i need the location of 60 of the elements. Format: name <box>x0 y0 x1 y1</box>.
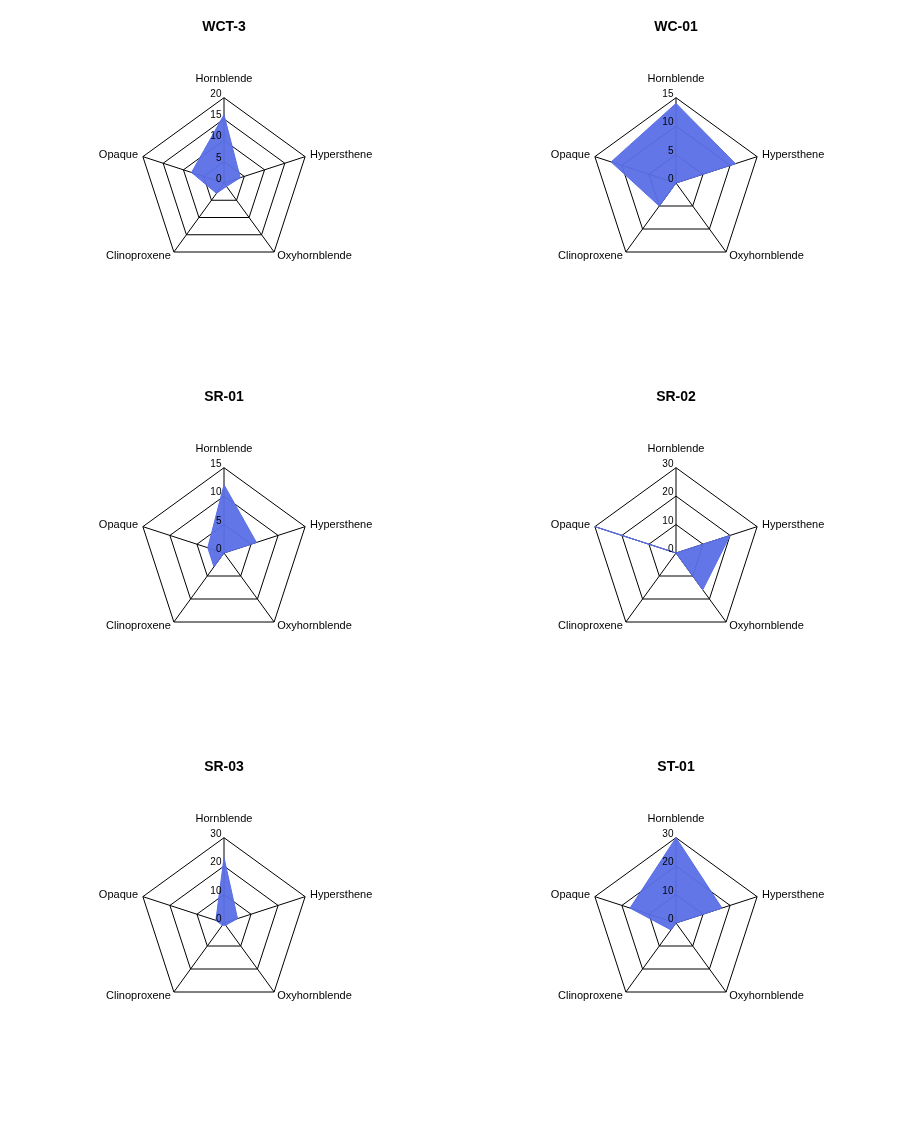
y-tick-label: 20 <box>210 856 222 868</box>
y-tick-label: 30 <box>662 457 674 469</box>
spoke-label: Clinoproxene <box>106 989 171 1002</box>
y-tick-label: 30 <box>662 827 674 839</box>
y-tick-label: 10 <box>662 514 674 526</box>
y-tick-label: 20 <box>662 486 674 498</box>
y-tick-label: 15 <box>662 87 674 99</box>
chart-title: SR-03 <box>204 758 245 774</box>
spoke-label: Oxyhornblende <box>277 619 352 632</box>
y-tick-label: 10 <box>662 884 674 896</box>
spoke-label: Clinoproxene <box>558 989 623 1002</box>
y-tick-label: 10 <box>662 116 674 128</box>
spoke-label: Opaque <box>98 888 139 901</box>
spoke-label: Hornblende <box>647 811 705 824</box>
spoke-label: Opaque <box>550 888 591 901</box>
spoke-label: Oxyhornblende <box>729 989 804 1002</box>
spoke-label: Hypersthene <box>309 518 373 531</box>
y-tick-label: 10 <box>210 486 222 498</box>
spoke-label: Opaque <box>550 518 591 531</box>
chart-title: SR-02 <box>656 388 697 404</box>
y-tick-label: 20 <box>662 856 674 868</box>
spoke-label: Hornblende <box>195 441 253 454</box>
y-tick-label: 0 <box>215 543 222 554</box>
spoke-label: Clinoproxene <box>106 249 171 262</box>
y-tick-label: 0 <box>667 173 674 184</box>
spoke-label: Oxyhornblende <box>277 989 352 1002</box>
spoke-label: Opaque <box>550 148 591 161</box>
spoke-label: Hypersthene <box>309 888 373 901</box>
y-tick-label: 0 <box>667 543 674 554</box>
spoke-label: Hypersthene <box>761 148 825 161</box>
chart-title: SR-01 <box>204 388 245 404</box>
spoke-label: Clinoproxene <box>558 619 623 632</box>
chart-title: WCT-3 <box>202 18 246 34</box>
spoke-label: Clinoproxene <box>106 619 171 632</box>
y-tick-label: 0 <box>215 173 222 184</box>
y-tick-label: 0 <box>215 913 222 924</box>
y-tick-label: 20 <box>210 87 222 99</box>
spoke-label: Opaque <box>98 518 139 531</box>
chart-title: ST-01 <box>657 758 695 774</box>
y-tick-label: 5 <box>215 151 222 163</box>
y-tick-label: 15 <box>210 109 222 121</box>
spoke-label: Oxyhornblende <box>277 249 352 262</box>
spoke-label: Hypersthene <box>761 888 825 901</box>
spoke-label: Opaque <box>98 148 139 161</box>
y-tick-label: 5 <box>215 514 222 526</box>
y-tick-label: 30 <box>210 827 222 839</box>
chart-title: WC-01 <box>654 18 698 34</box>
spoke-label: Hornblende <box>647 441 705 454</box>
spoke-label: Hornblende <box>195 811 253 824</box>
spoke-label: Oxyhornblende <box>729 249 804 262</box>
y-tick-label: 10 <box>210 130 222 142</box>
y-tick-label: 15 <box>210 457 222 469</box>
spoke-label: Hypersthene <box>761 518 825 531</box>
spoke-label: Clinoproxene <box>558 249 623 262</box>
spoke-label: Oxyhornblende <box>729 619 804 632</box>
y-tick-label: 5 <box>667 144 674 156</box>
spoke-label: Hypersthene <box>309 148 373 161</box>
spoke-label: Hornblende <box>647 71 705 84</box>
y-tick-label: 0 <box>667 913 674 924</box>
spoke-label: Hornblende <box>195 71 253 84</box>
